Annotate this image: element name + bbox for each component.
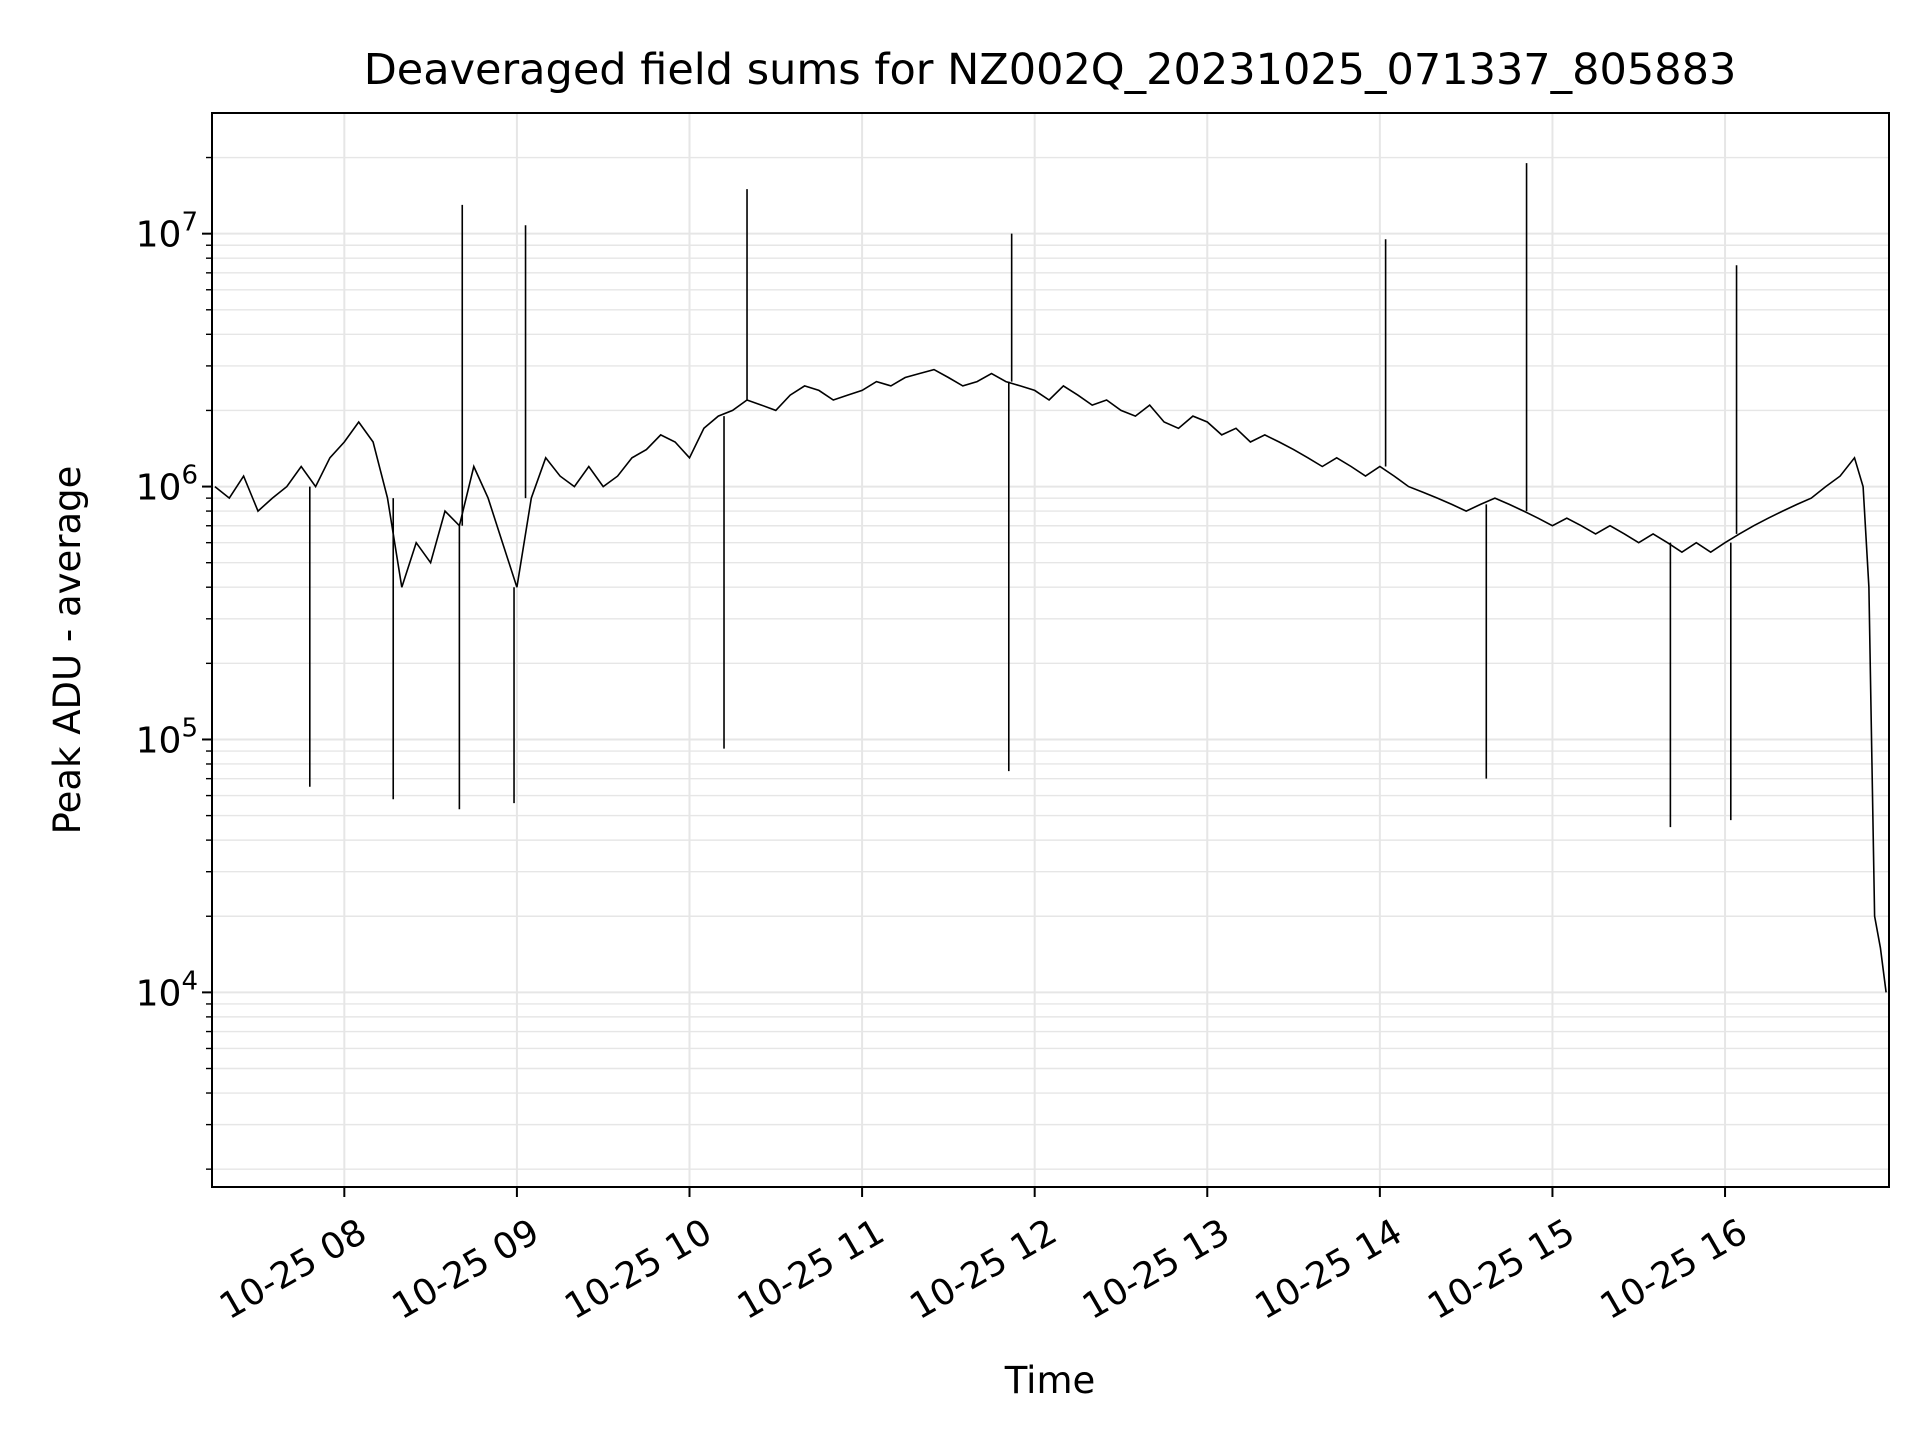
- x-axis-label: Time: [1004, 1359, 1096, 1402]
- y-tick-label: 105: [136, 713, 198, 761]
- data-layer: [214, 163, 1887, 993]
- grid-layer: [212, 113, 1889, 1187]
- y-axis-label: Peak ADU - average: [46, 466, 89, 835]
- chart-title: Deaveraged field sums for NZ002Q_2023102…: [364, 45, 1737, 95]
- y-tick-label: 106: [136, 461, 198, 509]
- y-tick-label: 107: [136, 208, 198, 256]
- series-line: [214, 368, 1887, 993]
- plot-frame: [211, 112, 1890, 1188]
- y-tick-label: 104: [136, 966, 198, 1014]
